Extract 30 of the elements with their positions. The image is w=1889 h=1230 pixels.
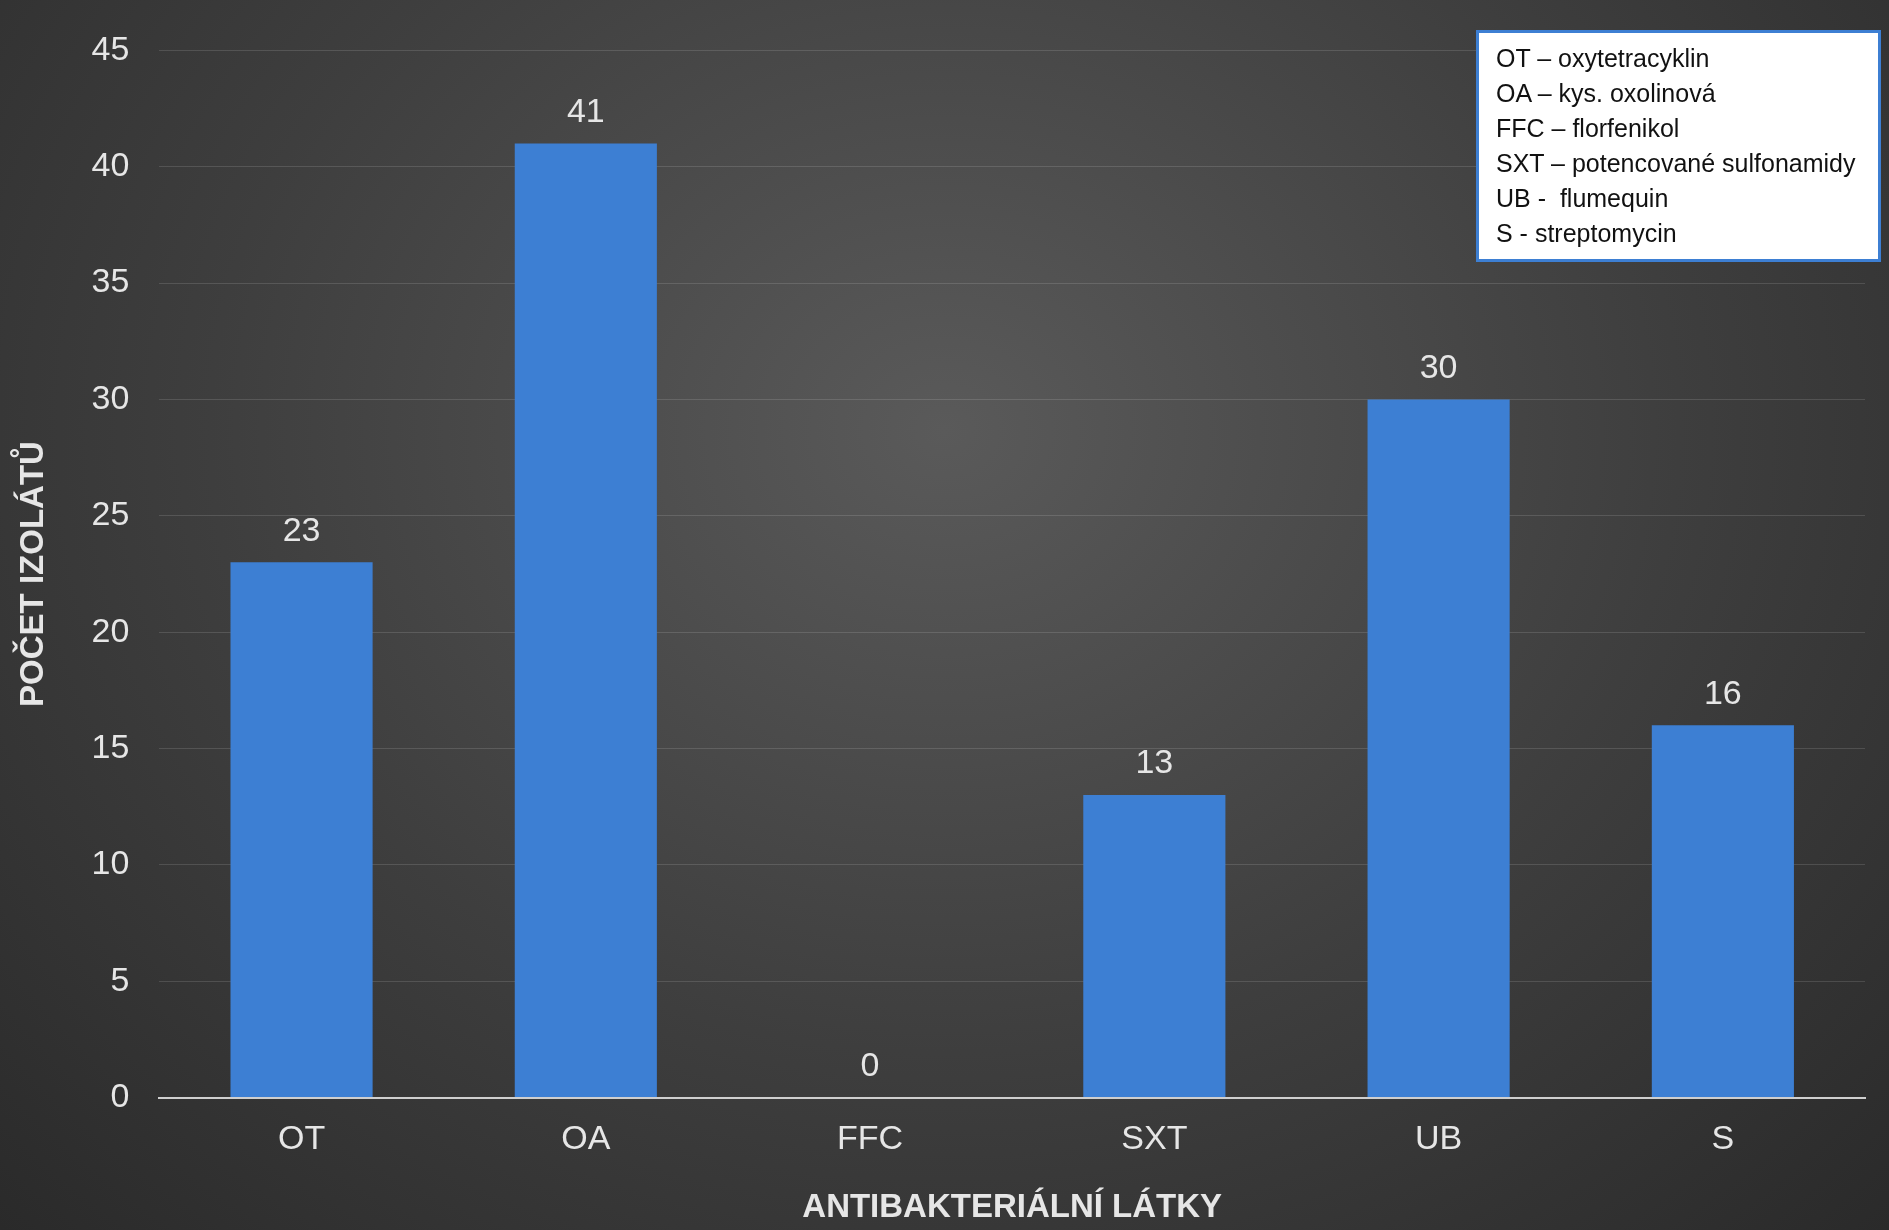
x-axis-title: ANTIBAKTERIÁLNÍ LÁTKY xyxy=(802,1187,1223,1225)
y-axis-title: POČET IZOLÁTŮ xyxy=(9,441,50,707)
y-tick-label: 40 xyxy=(91,145,130,184)
data-label: 0 xyxy=(860,1044,880,1083)
x-tick-label: OT xyxy=(277,1118,326,1157)
x-tick-label: FFC xyxy=(837,1118,904,1157)
data-label: 30 xyxy=(1419,346,1458,385)
data-label: 41 xyxy=(566,90,605,129)
annotation: OA – kys. oxolinová xyxy=(1496,78,1717,109)
annotation: UB - flumequin xyxy=(1496,183,1670,214)
x-tick-label: UB xyxy=(1414,1118,1463,1157)
x-tick-label: S xyxy=(1711,1118,1735,1157)
y-tick-label: 15 xyxy=(91,726,130,765)
y-tick-label: 30 xyxy=(91,377,130,416)
annotation: S - streptomycin xyxy=(1496,218,1678,249)
data-label: 13 xyxy=(1135,742,1174,781)
y-tick-label: 20 xyxy=(91,610,130,649)
x-tick-label: OA xyxy=(561,1118,611,1157)
annotation: OT – oxytetracyklin xyxy=(1496,43,1711,74)
y-tick-label: 45 xyxy=(91,28,130,67)
y-tick-label: 10 xyxy=(91,843,130,882)
y-tick-label: 35 xyxy=(91,261,130,300)
data-label: 16 xyxy=(1703,672,1742,711)
y-tick-label: 5 xyxy=(110,959,130,998)
x-tick-label: SXT xyxy=(1121,1118,1188,1157)
annotation: FFC – florfenikol xyxy=(1496,113,1681,144)
annotation: SXT – potencované sulfonamidy xyxy=(1496,148,1857,179)
y-tick-label: 0 xyxy=(110,1075,130,1114)
y-tick-label: 25 xyxy=(91,494,130,533)
data-label: 23 xyxy=(282,509,321,548)
